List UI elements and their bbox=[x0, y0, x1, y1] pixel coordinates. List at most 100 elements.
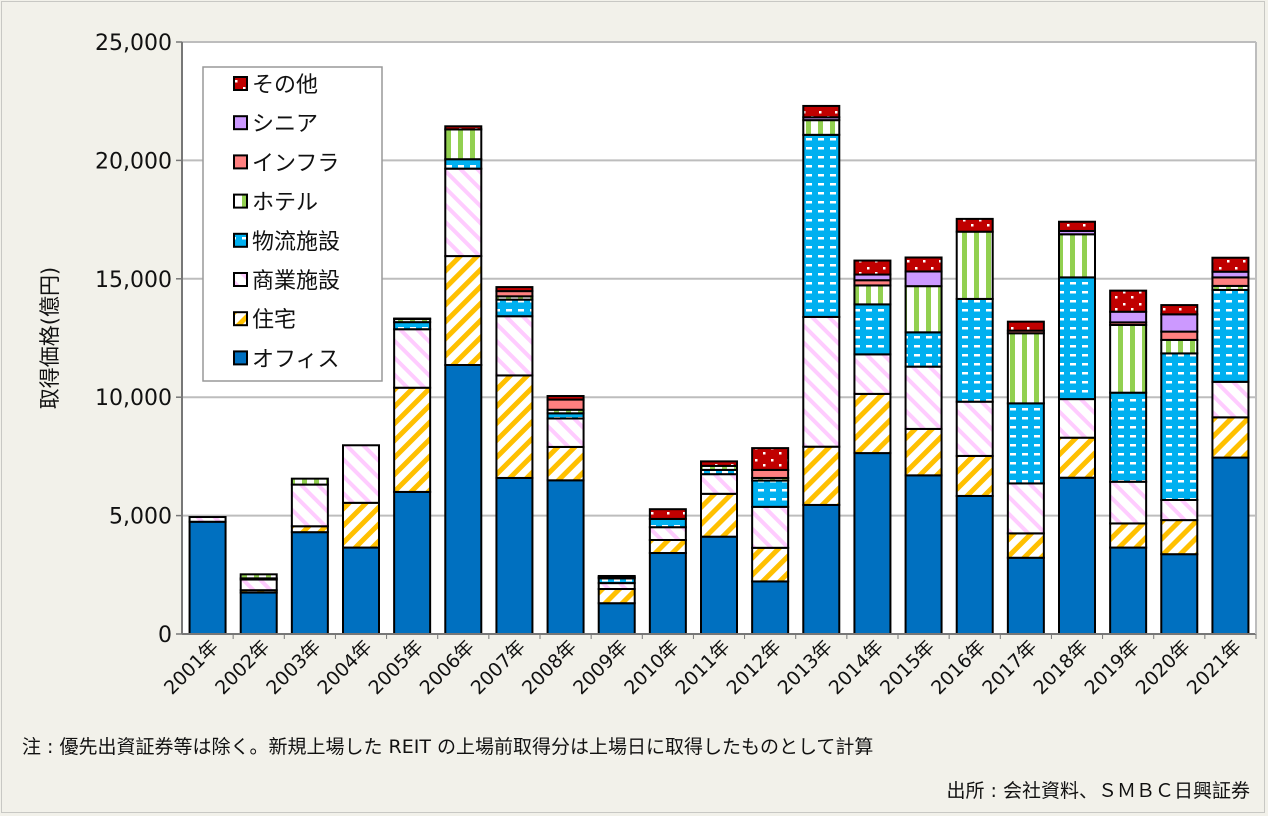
bar-segment-商業施設 bbox=[342, 444, 380, 504]
bar-stack-2016年 bbox=[955, 217, 994, 635]
bar-segment-商業施設 bbox=[802, 315, 841, 448]
bar-segment-その他 bbox=[597, 574, 636, 579]
bar-segment-オフィス bbox=[342, 546, 380, 635]
bar-segment-その他 bbox=[1058, 220, 1096, 232]
bar-segment-住宅 bbox=[700, 492, 738, 538]
bar-stack-2019年 bbox=[1109, 289, 1148, 635]
bar-segment-商業施設 bbox=[751, 505, 790, 549]
x-tick-label: 2004年 bbox=[313, 636, 376, 699]
bar-segment-オフィス bbox=[648, 552, 687, 636]
bar-segment-オフィス bbox=[853, 452, 892, 636]
bar-segment-物流施設 bbox=[1109, 391, 1148, 483]
bar-segment-商業施設 bbox=[904, 365, 943, 430]
legend-swatch-商業施設 bbox=[233, 272, 248, 287]
footnote: 注 : 優先出資証券等は除く。新規上場した REIT の上場前取得分は上場日に取… bbox=[22, 736, 874, 758]
bar-segment-商業施設 bbox=[495, 315, 534, 377]
bar-segment-インフラ bbox=[546, 398, 585, 411]
bar-segment-商業施設 bbox=[1006, 482, 1045, 535]
bar-segment-住宅 bbox=[751, 546, 790, 583]
y-tick-label: 15,000 bbox=[95, 268, 172, 293]
bar-stack-2009年 bbox=[597, 574, 636, 636]
bar-segment-住宅 bbox=[648, 538, 687, 555]
x-tick-label: 2019年 bbox=[1080, 636, 1143, 699]
y-axis-label: 取得価格(億円) bbox=[38, 267, 62, 409]
legend-label: 商業施設 bbox=[252, 269, 340, 294]
bar-segment-インフラ bbox=[751, 468, 790, 479]
bar-segment-その他 bbox=[904, 256, 943, 273]
bar-segment-オフィス bbox=[495, 476, 534, 635]
y-tick-label: 20,000 bbox=[95, 149, 172, 174]
bar-segment-その他 bbox=[853, 259, 892, 276]
bar-segment-オフィス bbox=[1006, 556, 1045, 636]
bar-segment-ホテル bbox=[1109, 323, 1148, 394]
bar-stack-2007年 bbox=[495, 286, 534, 635]
x-tick-label: 2011年 bbox=[671, 636, 734, 699]
bar-segment-商業施設 bbox=[1160, 498, 1199, 522]
legend-swatch-シニア bbox=[233, 115, 248, 131]
bar-stack-2018年 bbox=[1058, 220, 1096, 635]
bar-segment-住宅 bbox=[1211, 416, 1250, 459]
bar-segment-物流施設 bbox=[1160, 352, 1199, 501]
bar-segment-その他 bbox=[546, 395, 585, 401]
bar-segment-商業施設 bbox=[444, 167, 483, 258]
bar-stack-2017年 bbox=[1006, 320, 1045, 636]
bar-segment-オフィス bbox=[955, 494, 994, 635]
x-tick-label: 2006年 bbox=[416, 636, 479, 699]
bar-segment-インフラ bbox=[1160, 330, 1199, 341]
x-tick-label: 2014年 bbox=[825, 636, 888, 699]
bar-segment-オフィス bbox=[393, 490, 432, 636]
bar-segment-シニア bbox=[904, 270, 943, 288]
bar-segment-その他 bbox=[802, 104, 841, 119]
bar-segment-オフィス bbox=[1211, 456, 1250, 636]
bar-segment-その他 bbox=[700, 460, 738, 467]
bar-segment-物流施設 bbox=[648, 517, 687, 529]
bar-segment-ホテル bbox=[1006, 332, 1045, 405]
x-tick-label: 2003年 bbox=[262, 636, 325, 699]
bar-stack-2015年 bbox=[904, 256, 943, 635]
legend-swatch-物流施設 bbox=[233, 232, 248, 248]
bar-stack-2002年 bbox=[239, 573, 278, 635]
bar-segment-住宅 bbox=[597, 588, 636, 605]
x-tick-label: 2012年 bbox=[722, 636, 785, 699]
legend-swatch-ホテル bbox=[233, 193, 248, 209]
x-tick-label: 2008年 bbox=[518, 636, 581, 699]
bar-segment-物流施設 bbox=[853, 303, 892, 356]
bar-segment-その他 bbox=[1211, 256, 1250, 273]
bar-segment-その他 bbox=[1006, 320, 1045, 332]
bar-segment-物流施設 bbox=[444, 158, 483, 170]
y-tick-label: 5,000 bbox=[109, 505, 172, 530]
bar-segment-オフィス bbox=[444, 363, 483, 635]
bar-segment-商業施設 bbox=[955, 400, 994, 457]
x-tick-label: 2021年 bbox=[1183, 636, 1246, 699]
bar-segment-オフィス bbox=[188, 520, 227, 635]
bar-stack-2006年 bbox=[444, 125, 483, 635]
bar-segment-オフィス bbox=[802, 503, 841, 635]
x-tick-label: 2013年 bbox=[774, 636, 837, 699]
bar-segment-ホテル bbox=[290, 477, 329, 486]
bar-segment-オフィス bbox=[1160, 553, 1199, 636]
bar-segment-商業施設 bbox=[1109, 480, 1148, 525]
bar-stack-2010年 bbox=[648, 508, 687, 636]
bar-segment-住宅 bbox=[342, 501, 380, 549]
bar-stack-2004年 bbox=[342, 444, 380, 635]
bar-segment-商業施設 bbox=[239, 578, 278, 592]
bar-segment-オフィス bbox=[597, 602, 636, 636]
bar-stack-2020年 bbox=[1160, 304, 1199, 636]
bar-segment-シニア bbox=[1160, 313, 1199, 333]
bar-segment-その他 bbox=[495, 286, 534, 293]
bar-segment-オフィス bbox=[239, 591, 278, 635]
bar-segment-商業施設 bbox=[1058, 398, 1096, 439]
bar-stack-2005年 bbox=[393, 317, 432, 636]
bar-segment-その他 bbox=[1160, 304, 1199, 316]
legend-label: 住宅 bbox=[252, 308, 296, 333]
bar-stack-2012年 bbox=[751, 447, 790, 636]
bar-segment-オフィス bbox=[1058, 476, 1096, 635]
x-tick-label: 2018年 bbox=[1029, 636, 1092, 699]
legend-swatch-住宅 bbox=[233, 311, 248, 327]
legend-box bbox=[202, 66, 383, 382]
bar-segment-住宅 bbox=[802, 445, 841, 506]
y-tick-label: 10,000 bbox=[95, 386, 172, 411]
bar-segment-物流施設 bbox=[802, 133, 841, 318]
y-tick-label: 25,000 bbox=[95, 31, 172, 56]
